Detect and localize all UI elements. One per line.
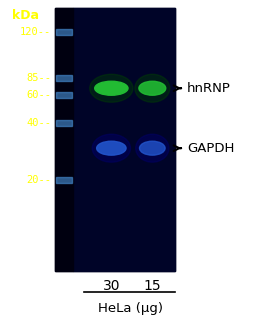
Ellipse shape (135, 74, 170, 102)
Text: 20--: 20-- (26, 175, 51, 185)
Ellipse shape (140, 141, 165, 155)
Bar (73, 8, 175, 271)
Text: 30: 30 (103, 279, 120, 293)
Bar (56, 177, 72, 183)
Text: kDa: kDa (12, 9, 38, 22)
Bar (56, 92, 72, 98)
Bar (56, 75, 72, 81)
Text: 40--: 40-- (26, 118, 51, 128)
Ellipse shape (92, 134, 131, 162)
Text: 15: 15 (144, 279, 161, 293)
Ellipse shape (95, 81, 128, 95)
Bar (55, 8, 175, 271)
Bar (55, 8, 73, 271)
Text: GAPDH: GAPDH (187, 142, 234, 155)
Text: hnRNP: hnRNP (187, 82, 231, 95)
Ellipse shape (139, 81, 166, 95)
Ellipse shape (136, 134, 169, 162)
Text: 120--: 120-- (20, 27, 51, 37)
Text: 85--: 85-- (26, 73, 51, 83)
Ellipse shape (97, 141, 126, 155)
Text: 60--: 60-- (26, 90, 51, 100)
Bar (56, 120, 72, 126)
Ellipse shape (90, 74, 133, 102)
Text: HeLa (μg): HeLa (μg) (98, 301, 163, 315)
Bar (56, 29, 72, 35)
